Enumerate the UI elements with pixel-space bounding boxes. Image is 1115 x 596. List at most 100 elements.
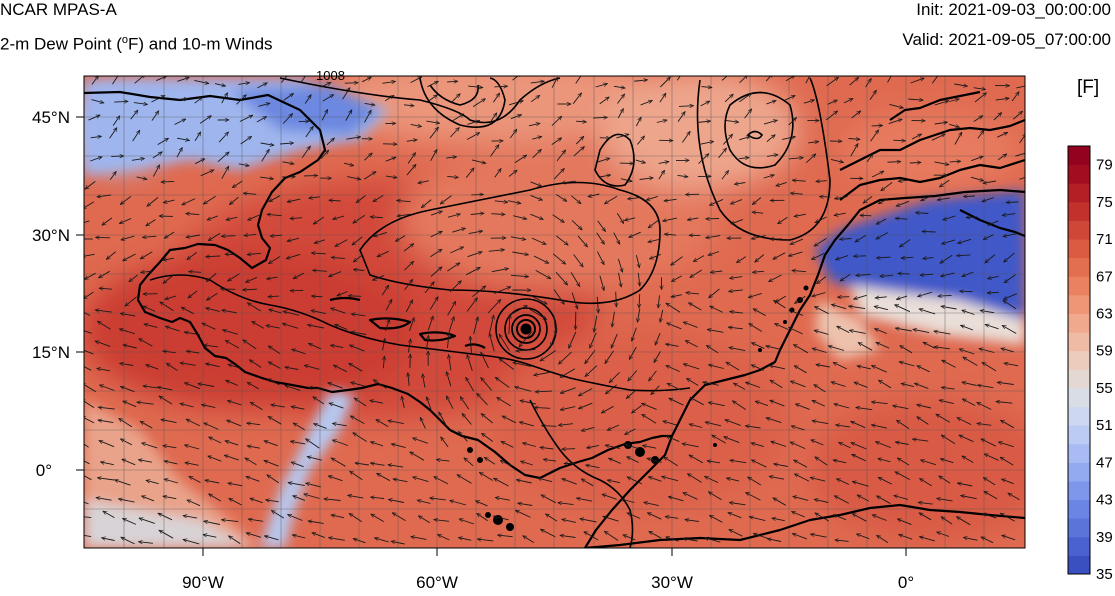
wind-arrow: [573, 147, 585, 157]
wind-arrow: [184, 332, 200, 336]
wind-arrow: [957, 483, 973, 487]
wind-arrow: [430, 230, 443, 238]
wind-arrow: [875, 297, 887, 298]
wind-arrow: [898, 180, 910, 181]
wind-arrow: [751, 443, 764, 447]
wind-arrow: [808, 142, 819, 143]
wind-arrow: [769, 274, 782, 283]
colorbar-swatch: [1068, 406, 1090, 426]
wind-arrow: [668, 497, 684, 502]
wind-arrow: [559, 351, 572, 364]
wind-arrow: [236, 95, 247, 105]
wind-arrow: [114, 101, 128, 102]
wind-arrow: [575, 136, 584, 145]
wind-arrow: [268, 361, 281, 369]
wind-arrow: [599, 138, 610, 139]
wind-arrow: [958, 238, 972, 243]
wind-arrow: [729, 529, 743, 537]
wind-arrow: [700, 100, 710, 107]
wind-arrow: [917, 365, 930, 373]
wind-arrow: [95, 310, 112, 313]
wind-arrow: [739, 93, 751, 103]
wind-arrow: [655, 333, 661, 345]
colorbar-swatch: [1068, 239, 1090, 259]
wind-arrow: [451, 114, 464, 122]
wind-arrow: [430, 267, 442, 277]
wind-arrow: [139, 542, 153, 544]
wind-arrow: [770, 380, 783, 389]
wind-arrow: [701, 87, 712, 88]
wind-arrow: [417, 500, 431, 504]
wind-arrow: [724, 437, 740, 444]
wind-arrow: [333, 215, 345, 219]
wind-arrow: [938, 295, 952, 296]
wind-arrow: [523, 443, 537, 447]
wind-arrow: [84, 291, 94, 299]
wind-arrow: [843, 98, 853, 104]
wind-arrow: [163, 258, 174, 260]
wind-arrow: [971, 156, 983, 162]
wind-arrow: [729, 347, 746, 352]
wind-arrow: [871, 402, 888, 404]
wind-arrow: [308, 521, 324, 524]
wind-arrow: [810, 534, 827, 538]
wind-arrow: [252, 321, 265, 329]
colorbar-tick-label: 79: [1096, 157, 1113, 174]
wind-arrow: [851, 420, 866, 429]
wind-arrow: [243, 193, 257, 194]
wind-arrow: [934, 101, 949, 106]
wind-arrow: [267, 378, 280, 386]
wind-arrow: [157, 387, 173, 391]
wind-arrow: [663, 217, 677, 221]
wind-arrow: [665, 517, 679, 519]
wind-arrow: [222, 310, 237, 314]
wind-arrow: [739, 158, 749, 159]
wind-arrow: [849, 306, 866, 310]
wind-arrow: [1004, 252, 1015, 262]
wind-arrow: [250, 498, 263, 504]
wind-arrow: [931, 76, 941, 84]
wind-arrow: [134, 76, 146, 84]
wind-arrow: [350, 415, 365, 424]
wind-arrow: [530, 181, 542, 187]
wind-arrow: [304, 365, 320, 370]
wind-arrow: [290, 290, 304, 291]
wind-arrow: [530, 81, 545, 83]
wind-arrow: [941, 435, 956, 445]
wind-arrow: [120, 363, 134, 365]
colorbar-tick-label: 43: [1096, 492, 1113, 509]
wind-arrow: [349, 363, 363, 372]
wind-arrow: [404, 279, 413, 291]
wind-arrow: [690, 269, 703, 278]
wind-arrow: [746, 382, 761, 388]
wind-arrow: [997, 154, 1007, 161]
wind-arrow: [151, 95, 165, 103]
wind-arrow: [919, 513, 932, 521]
wind-arrow: [553, 168, 564, 180]
wind-arrow: [509, 129, 517, 139]
wind-arrow: [266, 325, 280, 329]
wind-arrow: [771, 441, 787, 447]
wind-arrow: [156, 76, 166, 82]
wind-arrow: [403, 105, 414, 106]
wind-arrow: [519, 331, 533, 347]
wind-arrow: [498, 535, 513, 537]
wind-arrow: [632, 327, 637, 342]
wind-arrow: [755, 401, 769, 407]
wind-arrow: [329, 538, 345, 541]
wind-arrow: [573, 254, 584, 268]
wind-arrow: [239, 114, 253, 122]
wind-arrow: [877, 495, 891, 504]
wind-arrow: [163, 199, 175, 203]
wind-arrow: [308, 342, 321, 350]
wind-arrow: [186, 234, 201, 237]
wind-arrow: [335, 239, 348, 247]
wind-arrow: [671, 295, 682, 297]
wind-arrow: [141, 271, 153, 272]
wind-arrow: [436, 460, 450, 462]
wind-arrow: [502, 415, 517, 424]
wind-arrow: [180, 363, 196, 366]
wind-arrow: [940, 459, 954, 464]
wind-arrow: [515, 509, 531, 518]
wind-arrow: [218, 132, 228, 143]
